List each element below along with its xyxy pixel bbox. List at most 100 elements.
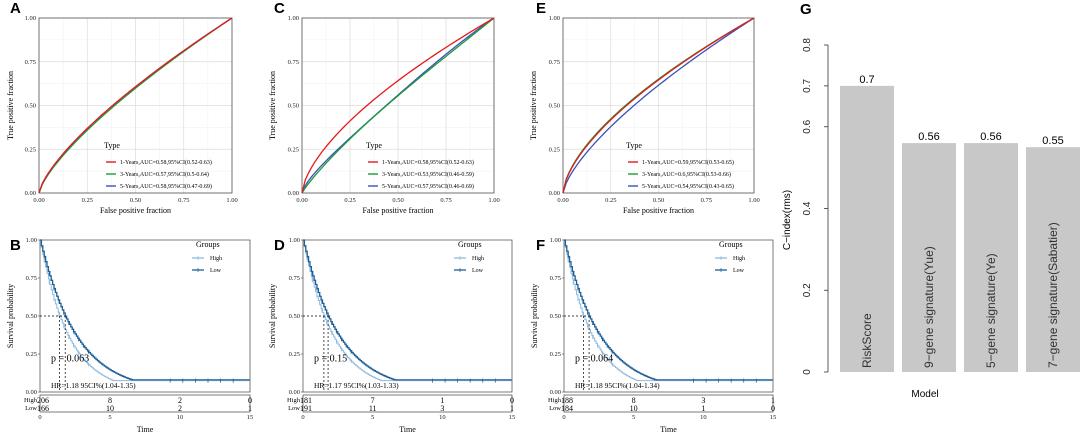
y-tick-label: 1.00 <box>25 15 36 22</box>
x-tick-label: 0.75 <box>440 197 451 204</box>
legend-label: Low <box>472 268 484 274</box>
p-value: p = 0.063 <box>51 354 89 365</box>
x-tick-label: 0.75 <box>178 197 189 204</box>
legend-title: Type <box>366 141 382 150</box>
y-tick-label: 0.75 <box>26 275 37 282</box>
risk-count-high: 1 <box>440 396 444 405</box>
y-axis-title: True positive fraction <box>529 71 538 140</box>
x-axis-title: Model <box>911 389 938 400</box>
y-tick-label: 0.50 <box>289 313 300 320</box>
plot-frame <box>38 17 233 194</box>
bar-value-label: 0.7 <box>859 74 874 86</box>
hazard-ratio: HR=1.18 95CI%(1.04-1.34) <box>575 381 660 390</box>
y-tick-label: 1.00 <box>26 237 37 244</box>
x-axis-title: Time <box>660 425 677 434</box>
y-tick-label: 0.6 <box>802 119 813 133</box>
y-tick-label: 1.00 <box>549 15 560 22</box>
panel-letter: B <box>10 237 21 254</box>
panel-letter: D <box>274 237 285 254</box>
x-tick-label: 15 <box>509 414 516 421</box>
y-tick-label: 0.00 <box>550 389 561 396</box>
y-tick-label: 0.75 <box>289 275 300 282</box>
risk-count-high: 206 <box>37 396 49 405</box>
risk-count-low: 3 <box>440 404 444 413</box>
y-tick-label: 0.25 <box>26 351 37 358</box>
y-tick-label: 1.00 <box>550 237 561 244</box>
plot-frame <box>563 239 774 393</box>
km-panel-b: 0.00 0.25 0.50 0.75 1.00 p = 0.063 HR=1.18 95C… <box>6 237 253 434</box>
risk-count-high: 188 <box>561 396 573 405</box>
y-tick-label: 1.00 <box>288 15 299 22</box>
km-panel-d: 0.00 0.25 0.50 0.75 1.00 p = 0.15 HR=1.17 95CI… <box>268 237 515 434</box>
y-tick-label: 0.00 <box>25 190 36 197</box>
y-tick-label: 0.25 <box>288 146 299 153</box>
y-tick-label: 0.50 <box>550 313 561 320</box>
y-tick-label: 0.50 <box>549 103 560 110</box>
y-axis-title: Survival probability <box>268 284 277 348</box>
y-tick-label: 0.8 <box>802 38 813 52</box>
x-tick-label: 0 <box>38 414 41 421</box>
x-tick-label: 5 <box>108 414 111 421</box>
x-tick-label: 1.00 <box>226 197 237 204</box>
roc-panel-c: 0.000.00 0.25 0.25 0.50 0.50 0.75 0.75 1.00 1.00… <box>268 0 500 215</box>
legend-label: High <box>733 256 745 262</box>
y-tick-label: 0.4 <box>802 201 813 215</box>
risk-count-high: 7 <box>371 396 375 405</box>
panel-letter: C <box>274 0 285 17</box>
roc-panel-e: 0.000.00 0.25 0.25 0.50 0.50 0.75 0.75 1.00 1.00… <box>529 0 760 215</box>
survival-panels: 0.00 0.25 0.50 0.75 1.00 p = 0.063 HR=1.18 95C… <box>6 237 776 434</box>
roc-panels: 0.000.000.250.250.500.500.750.751.001.00… <box>6 0 760 215</box>
legend-title: Groups <box>719 240 743 249</box>
x-tick-label: 0.00 <box>557 197 568 204</box>
risk-count-low: 1 <box>248 404 252 413</box>
x-tick-label: 10 <box>177 414 184 421</box>
risk-count-high: 0 <box>510 396 514 405</box>
risk-count-low: 184 <box>561 404 573 413</box>
risk-count-high: 8 <box>108 396 112 405</box>
risk-count-low: 10 <box>106 404 114 413</box>
x-tick-label: 0.25 <box>344 197 355 204</box>
y-axis-title: True positive fraction <box>6 71 15 140</box>
panel-letter: A <box>10 0 21 17</box>
risk-row-label-high: High <box>548 397 562 404</box>
risk-row-label-high: High <box>287 397 301 404</box>
y-tick-label: 0.00 <box>26 389 37 396</box>
legend-label: 1-Years,AUC=0.59,95%CI(0.53-0.65) <box>642 159 734 166</box>
x-tick-label: 0 <box>301 414 304 421</box>
survival-curve-high <box>303 239 512 382</box>
risk-count-low: 1 <box>701 404 705 413</box>
roc-curve-3yr <box>301 17 495 194</box>
category-label: 5−gene signature(Ye) <box>984 253 998 368</box>
x-tick-label: 1.00 <box>748 197 759 204</box>
y-axis-title: Survival probability <box>6 284 15 348</box>
legend-label: 3-Years,AUC=0.53,95%CI(0.46-0.59) <box>382 171 474 178</box>
legend-label: 5-Years,AUC=0.57,95%CI(0.46-0.69) <box>382 183 474 190</box>
y-tick-label: 0.75 <box>549 59 560 66</box>
risk-count-low: 1 <box>510 404 514 413</box>
x-tick-label: 0.00 <box>33 197 44 204</box>
panel-letter: F <box>536 237 545 254</box>
category-label: 7−gene signature(Sabatier) <box>1046 222 1060 368</box>
plot-frame <box>39 239 251 393</box>
roc-curve-5yr <box>562 17 755 194</box>
y-tick-label: 0.00 <box>549 190 560 197</box>
bar-4 <box>1026 147 1080 372</box>
x-tick-label: 1.00 <box>488 197 499 204</box>
risk-count-low: 10 <box>630 404 638 413</box>
y-tick-label: 0.50 <box>26 313 37 320</box>
risk-table-frame <box>563 394 774 413</box>
x-tick-label: 15 <box>247 414 254 421</box>
x-tick-label: 5 <box>632 414 635 421</box>
p-value: p = 0.064 <box>575 354 613 365</box>
y-tick-label: 0.25 <box>25 146 36 153</box>
y-tick-label: 1.00 <box>289 237 300 244</box>
y-tick-label: 0.00 <box>288 190 299 197</box>
risk-count-high: 1 <box>771 396 775 405</box>
bar-1 <box>840 85 894 372</box>
y-axis-title: Survival probability <box>530 284 539 348</box>
legend-title: Groups <box>196 240 220 249</box>
risk-table-frame <box>302 394 513 413</box>
y-tick-label: 0.00 <box>289 389 300 396</box>
legend-label: 3-Years,AUC=0.57,95%CI(0.5-0.64) <box>120 171 209 178</box>
